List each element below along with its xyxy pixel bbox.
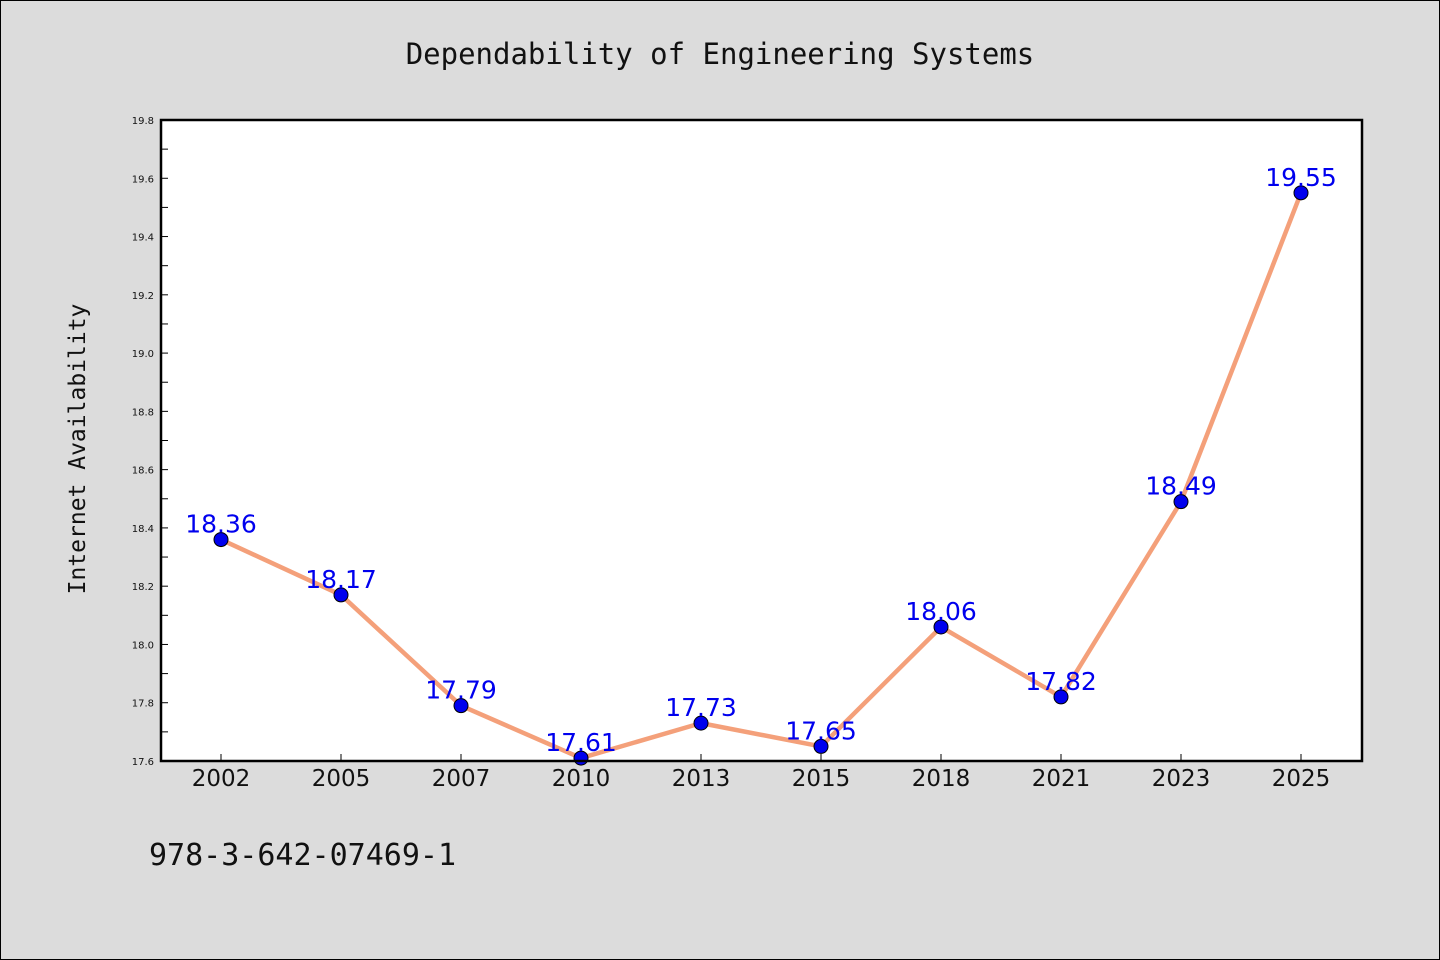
plot-border (159, 118, 1364, 763)
y-tick-label: 19.4 (132, 233, 154, 244)
data-label: 17.73 (665, 693, 737, 722)
series-line (218, 190, 1304, 761)
y-tick-label: 18.4 (132, 524, 154, 535)
y-tick-label: 19.0 (132, 349, 154, 360)
y-tick-label: 18.6 (132, 466, 154, 477)
data-point (813, 738, 829, 754)
data-point (1053, 689, 1069, 705)
x-tick-label: 2010 (552, 766, 611, 792)
data-point (1173, 494, 1189, 510)
data-point (453, 698, 469, 714)
x-tick-label: 2015 (792, 766, 851, 792)
y-axis-label: Internet Availability (65, 304, 91, 595)
y-tick-labels: 17.6 17.8 18.0 18.2 18.4 18.6 18.8 19.0 19.2 19.4… (132, 116, 154, 768)
y-tick-label: 19.6 (132, 174, 154, 185)
x-tick-label: 2005 (312, 766, 371, 792)
data-label: 18.06 (905, 597, 977, 626)
isbn-footer: 978-3-642-07469-1 (149, 838, 456, 873)
data-point (333, 587, 349, 603)
data-label: 17.82 (1025, 667, 1097, 696)
x-tick-label: 2002 (192, 766, 251, 792)
y-tick-label: 19.2 (132, 291, 154, 302)
y-tick-label: 18.2 (132, 582, 154, 593)
data-label: 19.55 (1265, 163, 1337, 192)
data-label: 18.17 (305, 565, 377, 594)
data-markers (213, 185, 1309, 766)
data-point (693, 715, 709, 731)
y-tick-label: 18.0 (132, 640, 154, 651)
data-labels: 18.36 18.17 17.79 17.61 17.73 17.65 18.06 17.82… (185, 163, 1337, 757)
x-tick-label: 2007 (432, 766, 491, 792)
x-tick-label: 2021 (1032, 766, 1091, 792)
data-point (213, 532, 229, 548)
plot-area (161, 120, 1362, 761)
y-tick-label: 18.8 (132, 407, 154, 418)
y-tick-label: 17.8 (132, 699, 154, 710)
x-tick-label: 2013 (672, 766, 731, 792)
x-tick-label: 2023 (1152, 766, 1211, 792)
y-tick-label: 19.8 (132, 116, 154, 127)
x-tick-labels: 2002 2005 2007 2010 2013 2015 2018 2021 2023 2025 (192, 766, 1331, 792)
chart-title: Dependability of Engineering Systems (406, 37, 1035, 71)
data-label: 18.49 (1145, 472, 1217, 501)
x-tick-label: 2025 (1272, 766, 1331, 792)
data-label: 18.36 (185, 510, 257, 539)
series-line-layer (218, 190, 1304, 761)
data-label: 17.65 (785, 716, 857, 745)
y-tick-label: 17.6 (132, 757, 154, 768)
data-point (1293, 185, 1309, 201)
data-point (933, 619, 949, 635)
x-tick-label: 2018 (912, 766, 971, 792)
data-label: 17.61 (545, 728, 617, 757)
data-label: 17.79 (425, 676, 497, 705)
